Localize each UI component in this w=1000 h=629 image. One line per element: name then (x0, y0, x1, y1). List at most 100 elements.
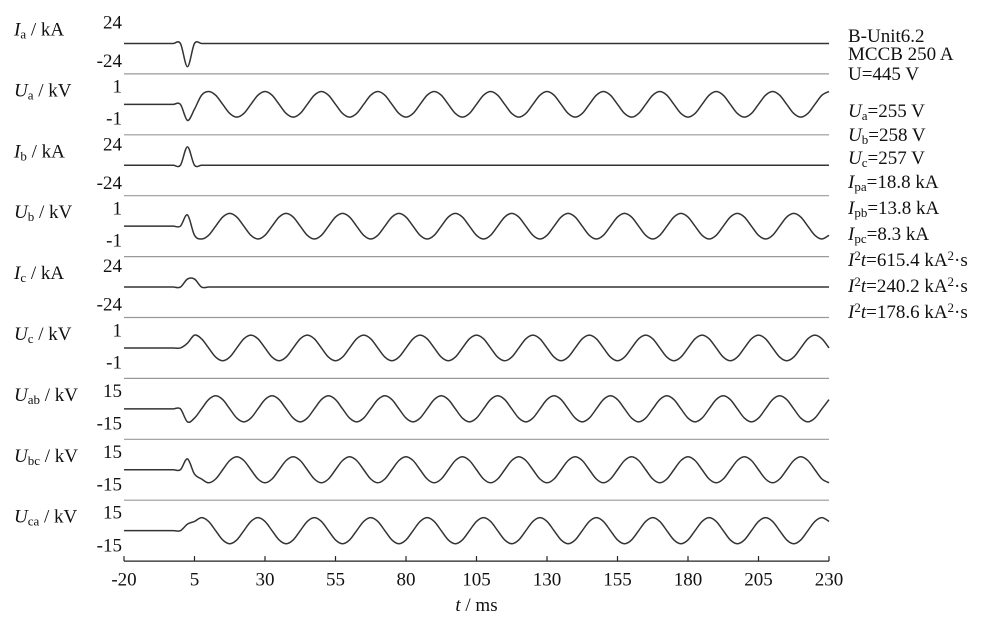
text-part: I (847, 172, 856, 193)
waveform (123, 455, 830, 484)
annotation: U=445 V (848, 64, 919, 85)
annotation: I2t=178.6 kA2·s (847, 300, 968, 324)
text-part: U (14, 446, 29, 467)
text-part: =240.2 kA (866, 276, 948, 297)
x-tick-label: 55 (326, 569, 345, 590)
text-part: t (861, 302, 867, 323)
annotation: Ipa=18.8 kA (847, 172, 939, 194)
y-axis-label: Ubc / kV (14, 446, 78, 468)
text-part: I (13, 20, 22, 41)
text-part: pc (854, 231, 867, 246)
y-tick-label: -15 (97, 414, 122, 435)
y-tick-label: 1 (113, 77, 123, 98)
y-tick-label: -15 (97, 535, 122, 556)
annotation: I2t=615.4 kA2·s (847, 248, 968, 272)
y-tick-label: 24 (103, 134, 123, 155)
text-part: a (28, 87, 34, 102)
text-part: I (847, 224, 856, 245)
text-part: bc (28, 453, 41, 468)
text-part: U (14, 507, 29, 528)
y-tick-label: 15 (103, 381, 122, 402)
text-part: / kA (26, 263, 64, 284)
text-part: b (862, 132, 869, 147)
annotation: MCCB 250 A (848, 44, 954, 65)
text-part: pb (854, 205, 867, 220)
y-axis-label: Ic / kA (13, 263, 64, 285)
text-part: t (861, 250, 867, 271)
text-part: a (20, 26, 26, 41)
waveform (124, 516, 830, 545)
y-tick-label: -24 (97, 295, 123, 316)
text-part: I (847, 250, 856, 271)
x-tick-label: 5 (190, 569, 200, 590)
x-tick-label: 180 (674, 569, 703, 590)
text-part: / kV (39, 507, 77, 528)
text-part: / kV (34, 81, 72, 102)
waveform (124, 334, 830, 362)
text-part: c (20, 270, 26, 285)
text-part: U (848, 101, 863, 122)
text-part: =258 V (868, 125, 926, 146)
x-tick-label: -20 (111, 569, 136, 590)
y-tick-label: 24 (103, 13, 123, 34)
y-tick-label: 1 (113, 320, 123, 341)
y-axis-label: Uab / kV (14, 385, 78, 407)
annotation: Ua=255 V (848, 101, 925, 123)
y-tick-label: 24 (103, 256, 123, 277)
text-part: =257 V (868, 148, 926, 169)
waveform (124, 277, 829, 289)
text-part: =255 V (868, 101, 926, 122)
x-tick-label: 80 (397, 569, 416, 590)
text-part: pa (854, 179, 867, 194)
y-tick-label: -24 (97, 51, 123, 72)
x-tick-label: 205 (744, 569, 773, 590)
text-part: / kA (27, 142, 65, 163)
text-part: U=445 V (848, 64, 919, 85)
x-axis-label: t / ms (455, 595, 497, 616)
text-part: U (14, 324, 29, 345)
waveform (124, 212, 830, 240)
text-part: ·s (954, 276, 968, 297)
text-part: I (847, 302, 856, 323)
text-part: =18.8 kA (867, 172, 939, 193)
annotation: Ipc=8.3 kA (847, 224, 929, 246)
text-part: b (28, 209, 35, 224)
text-part: c (862, 155, 868, 170)
y-tick-label: 1 (113, 198, 123, 219)
text-part: MCCB 250 A (848, 44, 954, 65)
text-part: U (14, 81, 29, 102)
waveform (123, 90, 830, 122)
text-part: ca (28, 514, 40, 529)
annotation: Ub=258 V (848, 125, 926, 147)
text-part: a (862, 108, 868, 123)
annotation: Ipb=13.8 kA (847, 198, 940, 220)
x-tick-label: 155 (603, 569, 632, 590)
x-tick-label: 105 (462, 569, 491, 590)
text-part: t (861, 276, 867, 297)
y-axis-label: Ua / kV (14, 81, 72, 103)
text-part: 2 (854, 274, 861, 289)
text-part: I (13, 263, 22, 284)
text-part: 2 (948, 248, 955, 263)
annotation: I2t=240.2 kA2·s (847, 274, 968, 298)
text-part: =178.6 kA (866, 302, 948, 323)
text-part: =8.3 kA (867, 224, 930, 245)
text-part: =615.4 kA (866, 250, 948, 271)
y-tick-label: -15 (97, 474, 122, 495)
text-part: / kA (26, 20, 64, 41)
text-part: 2 (854, 300, 861, 315)
x-tick-label: 130 (533, 569, 562, 590)
text-part: / kV (40, 385, 78, 406)
text-part: B-Unit6.2 (848, 26, 925, 47)
text-part: U (848, 125, 863, 146)
y-axis-label: Ub / kV (14, 203, 73, 225)
text-part: ·s (954, 250, 968, 271)
text-part: I (13, 142, 22, 163)
text-part: =13.8 kA (867, 198, 939, 219)
text-part: 2 (948, 274, 955, 289)
annotation: Uc=257 V (848, 148, 925, 170)
x-tick-label: 30 (256, 569, 275, 590)
text-part: ab (28, 392, 40, 407)
text-part: t (455, 595, 461, 616)
